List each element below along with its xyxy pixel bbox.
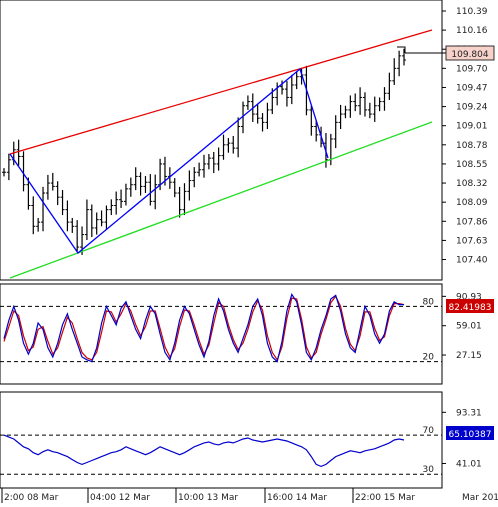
price-tick-label: 110.16 bbox=[456, 26, 488, 36]
rsi-tick-label: 41.01 bbox=[456, 459, 482, 469]
rsi-value-badge bbox=[446, 426, 494, 440]
rsi-panel-frame bbox=[0, 391, 443, 489]
stochastic-level-label: 80 bbox=[423, 297, 435, 307]
price-tick-label: 108.09 bbox=[456, 198, 488, 208]
stochastic-lines bbox=[3, 292, 405, 363]
x-tick-label: 10:00 13 Mar bbox=[178, 493, 238, 503]
stochastic-axis: 90.93 59.01 27.15 80 20 bbox=[0, 292, 482, 363]
stochastic-panel-frame bbox=[0, 283, 443, 385]
price-panel: 110.39110.16109.93109.70109.47109.24109.… bbox=[0, 0, 495, 281]
price-tick-label: 107.86 bbox=[456, 217, 488, 227]
stochastic-value-label: 82.41983 bbox=[449, 303, 492, 313]
stochastic-level-label: 20 bbox=[423, 353, 435, 363]
x-tick-label: 16:00 14 Mar bbox=[267, 493, 327, 503]
price-tick-label: 108.78 bbox=[456, 141, 488, 151]
rsi-level-label: 70 bbox=[423, 426, 435, 436]
price-panel-frame bbox=[0, 0, 443, 281]
upper-trendline bbox=[9, 29, 433, 155]
price-tick-label: 107.40 bbox=[456, 256, 488, 266]
price-tick-label: 109.01 bbox=[456, 122, 488, 132]
rsi-series-line bbox=[3, 434, 405, 468]
rsi-panel: 93.31 41.01 70 30 65.10387 bbox=[0, 391, 494, 489]
lower-trendline bbox=[9, 121, 433, 279]
stochastic-series-line bbox=[3, 292, 404, 363]
stochastic-tick-label: 27.15 bbox=[456, 351, 482, 361]
stochastic-panel: 90.93 59.01 27.15 80 20 82.41983 bbox=[0, 283, 494, 385]
stochastic-value-badge bbox=[446, 299, 494, 313]
last-price-label: 109.804 bbox=[451, 50, 488, 60]
rsi-tick-label: 93.31 bbox=[456, 408, 482, 418]
last-price-badge bbox=[445, 45, 495, 61]
price-tick-label: 109.70 bbox=[456, 64, 488, 74]
zigzag-line bbox=[9, 67, 329, 254]
price-tick-label: 109.24 bbox=[456, 103, 488, 113]
price-tick-label: 107.63 bbox=[456, 236, 488, 246]
price-tick-label: 109.47 bbox=[456, 83, 488, 93]
rsi-axis: 93.31 41.01 70 30 bbox=[0, 408, 482, 475]
rsi-level-label: 30 bbox=[423, 465, 435, 475]
x-tick-label: 2:00 08 Mar bbox=[4, 493, 59, 503]
stochastic-tick-label: 90.93 bbox=[456, 292, 482, 302]
price-tick-label: 110.39 bbox=[456, 7, 488, 17]
x-tick-label: 22:00 15 Mar bbox=[355, 493, 415, 503]
price-marker-bracket bbox=[397, 46, 406, 53]
stochastic-tick-label: 59.01 bbox=[456, 322, 482, 332]
price-tick-label: 108.55 bbox=[456, 160, 488, 170]
x-axis: 2:00 08 Mar 04:00 12 Mar 10:00 13 Mar 16:00… bbox=[1, 488, 415, 503]
rsi-lines bbox=[3, 434, 405, 468]
x-tick-label: 04:00 12 Mar bbox=[90, 493, 150, 503]
x-axis-period: Mar 2012 bbox=[462, 493, 498, 503]
rsi-value-label: 65.10387 bbox=[449, 430, 492, 440]
price-tick-label: 108.32 bbox=[456, 179, 488, 189]
